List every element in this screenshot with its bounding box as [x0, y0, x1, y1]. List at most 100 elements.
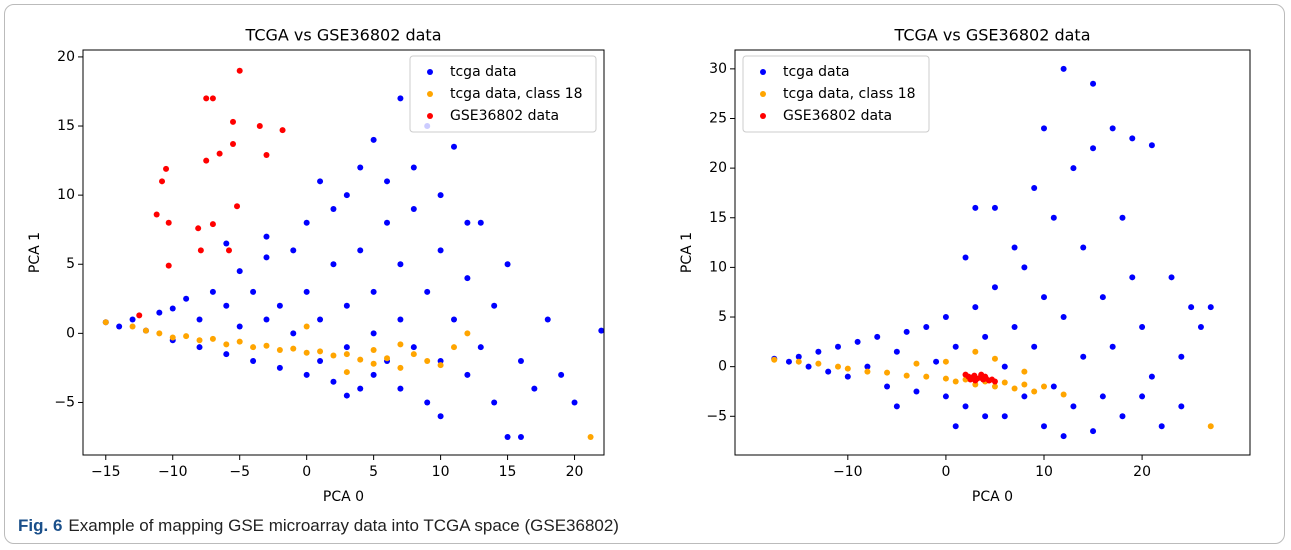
point — [384, 355, 391, 362]
point — [972, 348, 979, 355]
y-tick-label: 20 — [709, 160, 727, 176]
y-tick-label: 15 — [57, 118, 75, 134]
point — [317, 358, 324, 365]
point — [437, 362, 444, 369]
point — [209, 288, 216, 295]
point — [517, 434, 524, 441]
point — [203, 95, 210, 102]
point — [991, 355, 998, 362]
point — [805, 363, 812, 370]
plot-frame — [734, 49, 1251, 456]
point — [1119, 413, 1126, 420]
point — [317, 316, 324, 323]
point — [437, 192, 444, 199]
point — [962, 403, 969, 410]
point — [1041, 294, 1047, 301]
point — [397, 316, 404, 323]
point — [223, 341, 230, 348]
legend-label: tcga data — [450, 64, 517, 80]
point — [330, 352, 337, 359]
point — [991, 383, 998, 390]
legend: tcga data tcga data, class 18 GSE36802 dat… — [742, 55, 930, 133]
point — [1139, 323, 1146, 330]
point — [531, 385, 538, 392]
point — [933, 358, 940, 365]
point — [370, 346, 377, 353]
point — [598, 327, 605, 334]
y-tick-label: 30 — [709, 61, 727, 77]
point — [982, 373, 989, 380]
legend-label: tcga data — [783, 64, 850, 80]
point — [234, 203, 241, 210]
point — [397, 95, 404, 102]
point — [223, 240, 230, 247]
point — [290, 345, 297, 352]
point — [854, 338, 861, 345]
point — [1099, 393, 1106, 400]
point — [1001, 379, 1008, 386]
point — [1050, 214, 1057, 221]
point — [343, 369, 350, 376]
caption-label: Fig. 6 — [18, 516, 63, 535]
point — [1178, 403, 1185, 410]
point — [972, 204, 979, 211]
point — [1021, 381, 1028, 388]
point — [450, 316, 457, 323]
point — [303, 219, 310, 226]
point — [230, 140, 237, 147]
x-tick-label: 10 — [1035, 464, 1053, 480]
point — [1060, 433, 1067, 440]
point — [1070, 403, 1077, 410]
x-tick-label: 15 — [499, 464, 517, 480]
point — [1090, 145, 1097, 152]
point — [203, 157, 210, 164]
point — [1197, 323, 1204, 330]
point — [795, 358, 802, 365]
point — [1031, 184, 1038, 191]
point — [1011, 323, 1018, 330]
point — [942, 375, 949, 382]
point — [1099, 294, 1106, 301]
point — [835, 363, 841, 370]
point — [952, 423, 959, 430]
point — [942, 314, 949, 321]
point — [1178, 353, 1185, 360]
point — [874, 333, 881, 340]
point — [263, 152, 270, 159]
point — [279, 127, 286, 134]
x-tick-label: −5 — [229, 464, 250, 480]
point — [410, 164, 417, 171]
point — [183, 333, 190, 340]
point — [1060, 65, 1067, 72]
point — [504, 261, 511, 268]
point — [450, 143, 457, 150]
legend-marker — [760, 91, 766, 97]
point — [370, 136, 377, 143]
point — [972, 304, 979, 311]
point — [952, 378, 959, 385]
x-axis-label: PCA 0 — [323, 489, 364, 505]
x-tick-label: 0 — [302, 464, 311, 480]
point — [517, 358, 524, 365]
legend: tcga data tcga data, class 18 GSE36802 dat… — [409, 55, 597, 133]
point — [437, 247, 444, 254]
chart-title: TCGA vs GSE36802 data — [244, 26, 441, 45]
y-tick-label: 10 — [57, 187, 75, 203]
point — [491, 399, 498, 406]
point — [156, 330, 163, 337]
point — [504, 434, 511, 441]
point — [1031, 343, 1038, 350]
point — [225, 247, 232, 254]
point — [384, 178, 391, 185]
figure: TCGA vs GSE36802 data PCA 0 PCA 1 −15 −10 −5 0… — [27, 26, 1251, 505]
point — [913, 360, 920, 367]
point — [785, 358, 792, 365]
point — [1001, 363, 1008, 370]
point — [343, 392, 350, 399]
point — [1129, 274, 1136, 281]
point — [303, 288, 310, 295]
point — [1207, 423, 1214, 430]
point — [587, 434, 594, 441]
legend-label: GSE36802 data — [450, 108, 559, 124]
point — [1139, 393, 1146, 400]
